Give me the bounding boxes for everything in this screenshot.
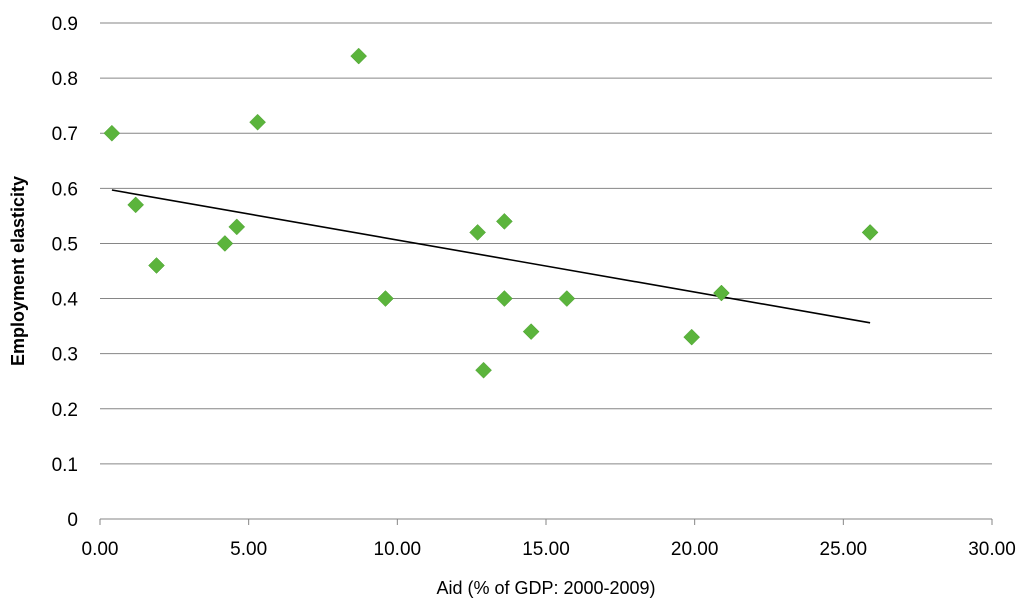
data-point bbox=[496, 290, 513, 307]
x-axis-ticks bbox=[99, 519, 993, 525]
x-tick-label: 0.00 bbox=[82, 539, 119, 560]
y-axis-tick-labels: 0 0.1 0.2 0.3 0.4 0.5 0.6 0.7 0.8 0.9 bbox=[52, 14, 79, 531]
data-point bbox=[127, 196, 145, 214]
data-point bbox=[861, 224, 879, 241]
x-tick-label: 10.00 bbox=[374, 539, 422, 560]
gridlines bbox=[100, 22, 992, 465]
data-point bbox=[350, 47, 368, 65]
x-tick-label: 30.00 bbox=[968, 539, 1016, 560]
data-point bbox=[496, 213, 513, 230]
y-tick-label: 0 bbox=[67, 510, 78, 531]
y-tick-label: 0.6 bbox=[52, 179, 78, 200]
x-tick-label: 20.00 bbox=[671, 539, 719, 560]
data-point bbox=[249, 113, 266, 131]
trendline bbox=[111, 189, 871, 324]
data-point bbox=[148, 257, 165, 274]
y-tick-label: 0.8 bbox=[52, 69, 78, 90]
x-tick-label: 15.00 bbox=[522, 539, 570, 560]
data-point bbox=[103, 124, 121, 142]
data-point bbox=[558, 290, 576, 307]
y-tick-label: 0.1 bbox=[52, 455, 78, 476]
x-axis-title: Aid (% of GDP: 2000-2009) bbox=[436, 578, 655, 598]
data-point bbox=[713, 284, 730, 302]
data-points bbox=[103, 47, 879, 379]
data-point bbox=[228, 218, 246, 236]
y-tick-label: 0.7 bbox=[52, 124, 78, 145]
data-point bbox=[475, 361, 492, 379]
x-tick-label: 5.00 bbox=[230, 539, 267, 560]
data-point bbox=[522, 323, 540, 340]
y-tick-label: 0.9 bbox=[52, 14, 78, 35]
y-tick-label: 0.5 bbox=[52, 234, 78, 255]
y-tick-label: 0.2 bbox=[52, 400, 78, 421]
data-point bbox=[683, 328, 701, 346]
y-tick-label: 0.4 bbox=[52, 290, 79, 311]
x-axis-tick-labels: 0.00 5.00 10.00 15.00 20.00 25.00 30.00 bbox=[82, 539, 1016, 560]
data-point bbox=[216, 235, 234, 252]
x-tick-label: 25.00 bbox=[820, 539, 868, 560]
y-tick-label: 0.3 bbox=[52, 345, 78, 366]
data-point bbox=[469, 224, 486, 241]
data-point bbox=[377, 290, 394, 307]
y-axis-title: Employment elasticity bbox=[8, 176, 28, 366]
